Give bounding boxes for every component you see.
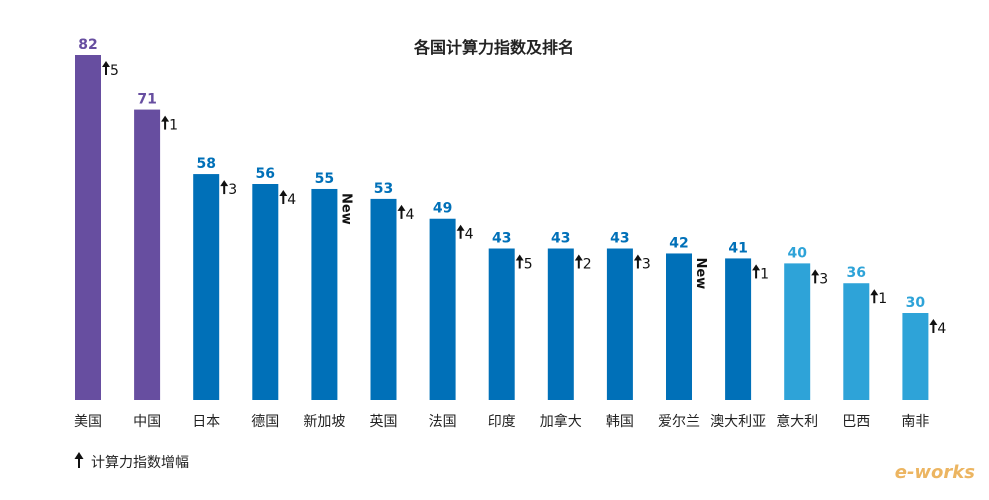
value-label: 42 [669,235,688,251]
bar [606,248,633,400]
rank-change-label: 5 [110,63,119,79]
bar [252,184,279,400]
value-label: 49 [433,201,452,217]
rank-change-label: 4 [465,227,474,243]
rank-change-label: 1 [760,266,769,282]
bar [488,248,515,400]
watermark: e-works [895,462,976,483]
rank-change-label: 2 [583,257,592,273]
value-label: 56 [256,166,275,182]
value-label: 82 [78,37,97,53]
bar [666,253,692,400]
x-tick-label: 英国 [370,413,398,430]
bar [843,283,870,400]
value-label: 40 [787,245,807,261]
rank-change-label: 5 [524,257,533,273]
bar [429,218,456,400]
value-label: 58 [196,156,215,172]
rank-arrow-head [515,254,524,261]
rank-arrow-head [161,115,170,122]
rank-change-label: 3 [228,182,237,198]
rank-change-label: 3 [642,257,651,273]
value-label: 53 [374,181,393,197]
x-tick-label: 意大利 [776,413,818,430]
x-tick-label: 日本 [192,414,220,430]
value-label: 43 [492,231,511,247]
rank-change-label: 4 [937,321,946,337]
x-tick-label: 印度 [488,414,516,430]
value-label: 43 [551,231,570,247]
x-tick-label: 法国 [429,414,457,430]
rank-arrow-head [752,264,761,271]
bar [311,188,338,400]
legend-label: 计算力指数增幅 [91,455,189,471]
bar [547,248,574,400]
value-label: 43 [610,231,629,247]
bar [725,258,752,400]
legend: 计算力指数增幅 [74,452,189,471]
x-tick-label: 德国 [251,414,279,430]
rank-arrow-head [811,269,820,276]
rank-change-label: 1 [169,118,178,134]
rank-arrow-head [574,254,583,261]
x-tick-label: 韩国 [606,414,634,430]
x-tick-label: 爱尔兰 [658,414,700,430]
legend-arrow-head [74,452,84,459]
x-tick-label: 加拿大 [540,413,582,430]
rank-change-label: New [693,257,708,289]
rank-arrow-head [220,180,229,187]
rank-arrow-head [397,204,406,211]
x-tick-label: 美国 [74,414,102,430]
rank-change-label: New [338,193,353,225]
bar [370,198,397,400]
rank-arrow-head [929,319,938,325]
bar [784,263,811,400]
rank-arrow-head [102,61,110,67]
rank-arrow-head [633,254,642,261]
x-tick-label: 中国 [133,414,161,430]
x-tick-label: 巴西 [842,414,870,430]
rank-arrow-head [279,190,288,196]
bar [75,55,101,400]
value-label: 55 [315,171,334,187]
bar [902,313,929,400]
rank-change-label: 3 [819,271,828,287]
rank-arrow-head [870,289,879,296]
bar [193,174,220,400]
value-label: 30 [906,295,926,311]
value-label: 36 [847,265,866,281]
chart-title: 各国计算力指数及排名 [413,38,574,57]
x-tick-label: 澳大利亚 [710,414,766,430]
value-label: 71 [137,92,156,108]
rank-change-label: 4 [287,192,296,208]
value-label: 41 [728,240,747,256]
rank-arrow-head [456,224,465,231]
rank-change-label: 1 [878,291,887,307]
x-tick-label: 南非 [901,414,929,430]
rank-change-label: 4 [406,207,415,223]
bar [134,109,161,401]
x-tick-label: 新加坡 [303,414,345,430]
